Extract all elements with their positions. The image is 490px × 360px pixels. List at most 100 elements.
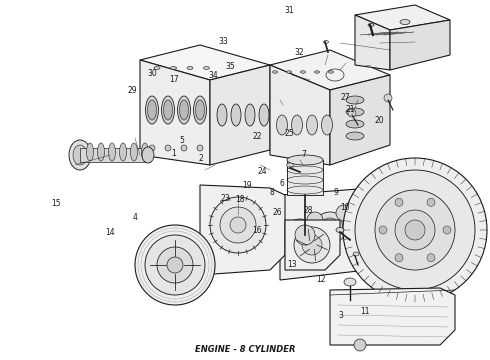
Ellipse shape bbox=[142, 143, 148, 161]
Circle shape bbox=[427, 254, 435, 262]
Polygon shape bbox=[280, 185, 410, 280]
Ellipse shape bbox=[69, 140, 91, 170]
Circle shape bbox=[135, 225, 215, 305]
Text: 1: 1 bbox=[172, 149, 176, 158]
Ellipse shape bbox=[194, 96, 206, 124]
Ellipse shape bbox=[400, 19, 410, 24]
Text: 14: 14 bbox=[105, 228, 115, 237]
Text: 4: 4 bbox=[132, 213, 137, 222]
Text: 3: 3 bbox=[338, 310, 343, 320]
Text: 19: 19 bbox=[243, 181, 252, 190]
Ellipse shape bbox=[328, 71, 334, 73]
Ellipse shape bbox=[171, 67, 176, 69]
Text: 28: 28 bbox=[304, 206, 314, 215]
Text: 20: 20 bbox=[375, 116, 385, 125]
Text: 16: 16 bbox=[252, 226, 262, 235]
Text: 15: 15 bbox=[51, 199, 61, 208]
Text: 5: 5 bbox=[179, 136, 184, 145]
Circle shape bbox=[342, 206, 374, 238]
Circle shape bbox=[348, 212, 368, 232]
Ellipse shape bbox=[231, 104, 241, 126]
Circle shape bbox=[181, 145, 187, 151]
Polygon shape bbox=[140, 45, 270, 80]
Bar bbox=[80, 148, 150, 162]
Circle shape bbox=[314, 212, 346, 244]
Circle shape bbox=[355, 170, 475, 290]
Text: ENGINE - 8 CYLINDER: ENGINE - 8 CYLINDER bbox=[195, 345, 295, 354]
Ellipse shape bbox=[346, 120, 364, 128]
Bar bbox=[287, 160, 323, 195]
Ellipse shape bbox=[108, 143, 116, 161]
Circle shape bbox=[336, 205, 352, 221]
Circle shape bbox=[427, 198, 435, 206]
Text: 17: 17 bbox=[169, 75, 179, 84]
Text: 6: 6 bbox=[279, 179, 284, 188]
Ellipse shape bbox=[307, 115, 318, 135]
Text: 12: 12 bbox=[316, 274, 326, 284]
Circle shape bbox=[353, 217, 363, 227]
Circle shape bbox=[157, 247, 193, 283]
Circle shape bbox=[307, 212, 323, 228]
Text: 21: 21 bbox=[345, 105, 355, 114]
Text: 27: 27 bbox=[341, 93, 350, 102]
Polygon shape bbox=[210, 65, 270, 165]
Ellipse shape bbox=[73, 145, 87, 165]
Circle shape bbox=[320, 218, 340, 238]
Text: 24: 24 bbox=[257, 166, 267, 176]
Circle shape bbox=[220, 207, 256, 243]
Ellipse shape bbox=[196, 100, 204, 120]
Ellipse shape bbox=[292, 115, 302, 135]
Ellipse shape bbox=[130, 143, 138, 161]
Circle shape bbox=[295, 230, 305, 240]
Polygon shape bbox=[285, 220, 340, 270]
Text: 34: 34 bbox=[208, 71, 218, 80]
Circle shape bbox=[210, 197, 266, 253]
Ellipse shape bbox=[87, 143, 94, 161]
Text: 11: 11 bbox=[360, 307, 370, 316]
Ellipse shape bbox=[368, 23, 374, 27]
Ellipse shape bbox=[287, 71, 292, 73]
Text: 7: 7 bbox=[301, 150, 306, 159]
Ellipse shape bbox=[147, 100, 156, 120]
Text: 8: 8 bbox=[270, 188, 274, 197]
Circle shape bbox=[375, 190, 455, 270]
Polygon shape bbox=[330, 75, 390, 165]
Ellipse shape bbox=[154, 67, 160, 69]
Text: 25: 25 bbox=[284, 129, 294, 138]
Polygon shape bbox=[355, 15, 390, 70]
Circle shape bbox=[379, 226, 387, 234]
Circle shape bbox=[230, 217, 246, 233]
Ellipse shape bbox=[300, 71, 305, 73]
Ellipse shape bbox=[142, 147, 154, 163]
Circle shape bbox=[364, 199, 380, 215]
Circle shape bbox=[197, 145, 203, 151]
Circle shape bbox=[348, 109, 356, 117]
Ellipse shape bbox=[120, 143, 126, 161]
Text: 9: 9 bbox=[333, 188, 338, 197]
Ellipse shape bbox=[187, 67, 193, 69]
Ellipse shape bbox=[287, 155, 323, 165]
Ellipse shape bbox=[276, 115, 288, 135]
Polygon shape bbox=[200, 185, 285, 275]
Circle shape bbox=[145, 235, 205, 295]
Ellipse shape bbox=[346, 108, 364, 116]
Ellipse shape bbox=[346, 96, 364, 104]
Polygon shape bbox=[270, 50, 390, 90]
Ellipse shape bbox=[177, 96, 191, 124]
Polygon shape bbox=[330, 288, 455, 345]
Text: 10: 10 bbox=[341, 202, 350, 211]
Text: 33: 33 bbox=[218, 37, 228, 46]
Ellipse shape bbox=[315, 71, 319, 73]
Text: 29: 29 bbox=[127, 86, 137, 95]
Circle shape bbox=[302, 235, 322, 255]
Circle shape bbox=[343, 158, 487, 302]
Circle shape bbox=[395, 210, 435, 250]
Text: 13: 13 bbox=[287, 260, 296, 269]
Circle shape bbox=[149, 145, 155, 151]
Polygon shape bbox=[355, 5, 450, 30]
Ellipse shape bbox=[344, 278, 356, 286]
Circle shape bbox=[165, 145, 171, 151]
Text: 30: 30 bbox=[147, 69, 157, 78]
Ellipse shape bbox=[217, 104, 227, 126]
Circle shape bbox=[443, 226, 451, 234]
